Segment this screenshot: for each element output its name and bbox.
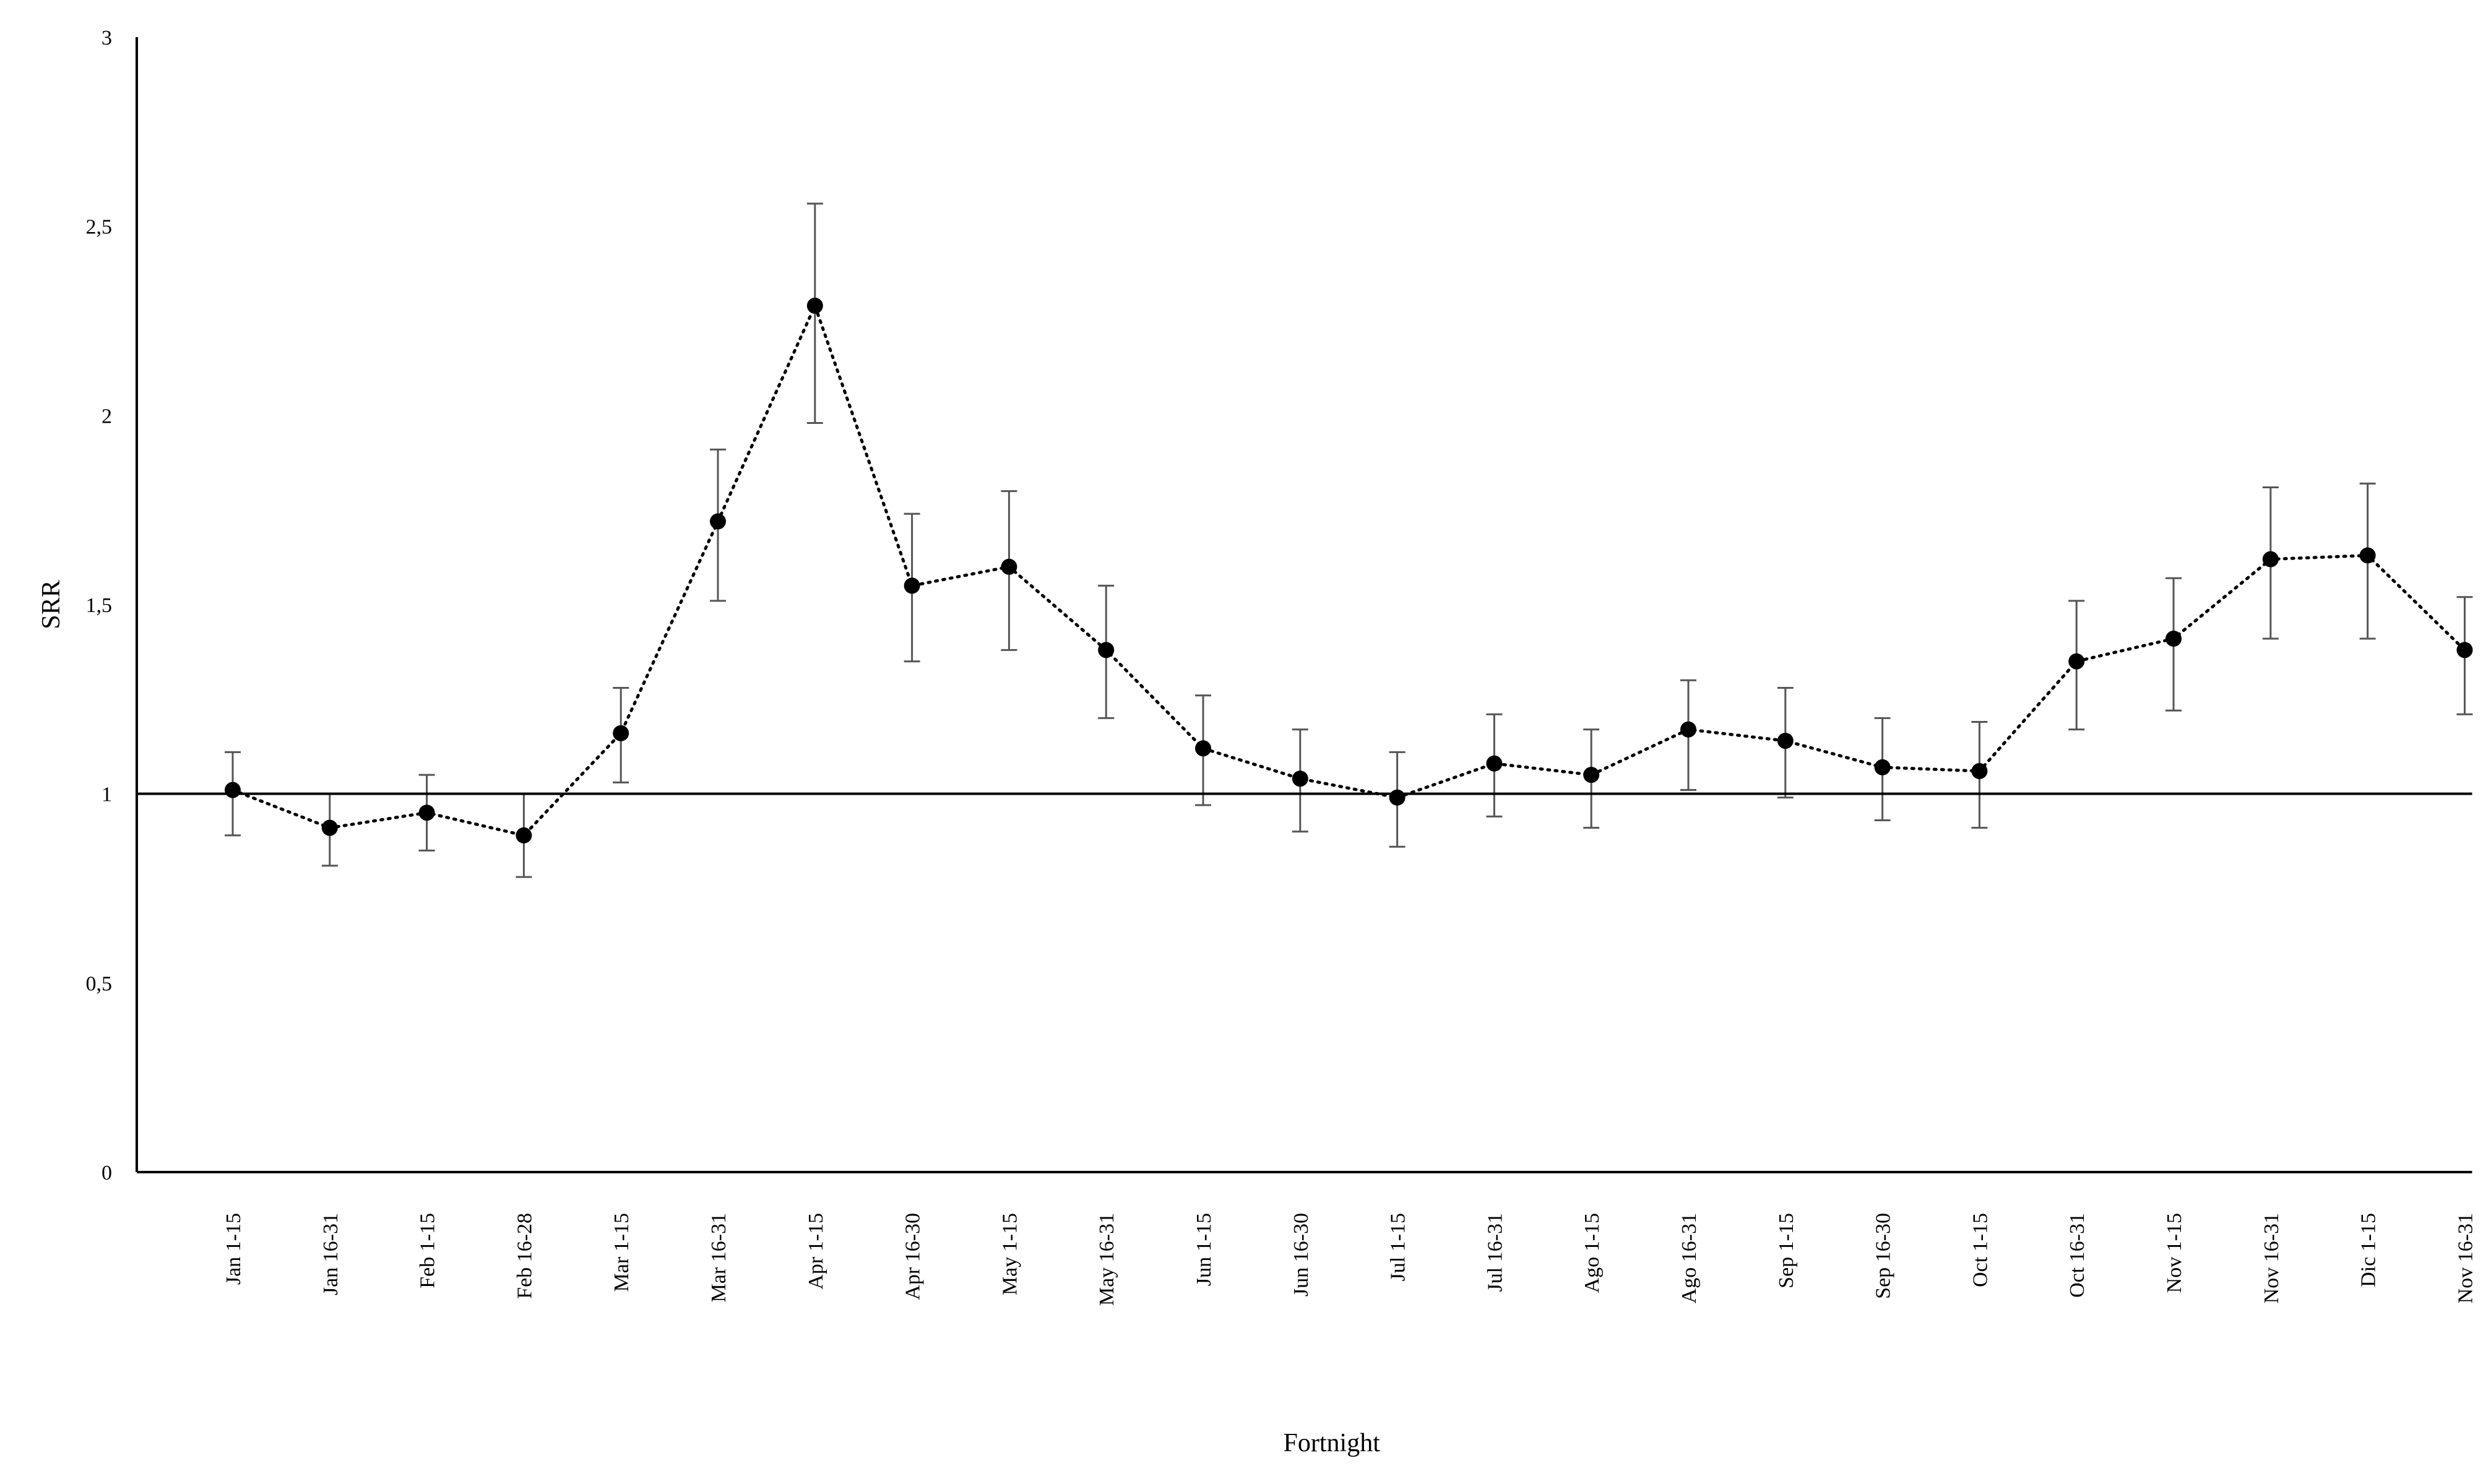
data-point bbox=[225, 782, 241, 798]
x-tick-labels: Jan 1-15 Jan 16-31 Feb 1-15 Feb 16-28 Mar 1-… bbox=[222, 1213, 2477, 1306]
data-point bbox=[1583, 767, 1600, 783]
data-point bbox=[1292, 770, 1308, 787]
data-point bbox=[1389, 789, 1406, 806]
data-point bbox=[1680, 721, 1696, 738]
y-tick-label: 1,5 bbox=[86, 594, 113, 617]
y-tick-label: 0 bbox=[101, 1162, 112, 1184]
x-tick-label: Nov 16-31 bbox=[2454, 1213, 2477, 1303]
x-tick-label: Mar 16-31 bbox=[707, 1213, 730, 1302]
y-tick-label: 2 bbox=[101, 405, 112, 428]
x-tick-label: Apr 16-30 bbox=[902, 1213, 925, 1300]
data-point bbox=[904, 577, 920, 594]
x-tick-label: May 1-15 bbox=[998, 1213, 1021, 1295]
data-point bbox=[2359, 547, 2376, 564]
x-tick-label: Apr 1-15 bbox=[805, 1213, 827, 1290]
data-point bbox=[1195, 740, 1211, 757]
data-point bbox=[2262, 551, 2279, 567]
data-point bbox=[1001, 558, 1017, 575]
y-axis-title: SRR bbox=[37, 580, 66, 629]
data-point bbox=[806, 298, 823, 314]
data-point bbox=[613, 725, 629, 741]
data-point bbox=[418, 805, 435, 821]
data-points bbox=[225, 298, 2473, 843]
data-point bbox=[1971, 762, 1988, 779]
x-tick-label: Jun 16-30 bbox=[1290, 1213, 1313, 1296]
x-axis-title: Fortnight bbox=[1284, 1429, 1381, 1457]
error-bars bbox=[225, 202, 2473, 878]
x-tick-label: Mar 1-15 bbox=[610, 1213, 633, 1292]
y-tick-label: 1 bbox=[101, 783, 112, 806]
x-tick-label: Jan 1-15 bbox=[222, 1213, 245, 1285]
x-tick-label: Feb 16-28 bbox=[513, 1213, 536, 1299]
y-tick-label: 3 bbox=[101, 27, 112, 50]
x-tick-label: Oct 16-31 bbox=[2066, 1213, 2089, 1298]
x-tick-label: Jul 1-15 bbox=[1387, 1213, 1410, 1282]
x-tick-label: Jun 1-15 bbox=[1193, 1213, 1216, 1286]
x-tick-label: Nov 16-31 bbox=[2260, 1213, 2283, 1303]
series-line bbox=[231, 301, 2466, 837]
y-tick-label: 0,5 bbox=[86, 972, 113, 995]
data-point bbox=[2456, 642, 2473, 658]
x-tick-label: Jan 16-31 bbox=[319, 1213, 342, 1295]
data-point bbox=[1098, 642, 1115, 658]
y-tick-labels: 0 0,5 1 1,5 2 2,5 3 bbox=[86, 27, 113, 1184]
data-point bbox=[516, 827, 532, 843]
x-tick-label: Ago 16-31 bbox=[1678, 1213, 1701, 1303]
data-point bbox=[1486, 755, 1503, 772]
x-tick-label: Jul 16-31 bbox=[1483, 1213, 1506, 1292]
data-point bbox=[2166, 631, 2182, 647]
data-point bbox=[710, 513, 726, 530]
data-point bbox=[2068, 653, 2085, 670]
data-point bbox=[1777, 733, 1794, 749]
x-tick-label: Sep 1-15 bbox=[1775, 1213, 1798, 1288]
x-tick-label: Nov 1-15 bbox=[2163, 1213, 2186, 1293]
x-tick-label: Dic 1-15 bbox=[2357, 1213, 2380, 1287]
x-tick-label: Sep 16-30 bbox=[1872, 1213, 1895, 1299]
x-tick-label: Oct 1-15 bbox=[1969, 1213, 1992, 1287]
x-tick-label: May 16-31 bbox=[1095, 1213, 1118, 1306]
data-point bbox=[1874, 759, 1891, 775]
x-tick-label: Ago 1-15 bbox=[1581, 1213, 1604, 1293]
data-point bbox=[321, 819, 338, 836]
x-tick-label: Feb 1-15 bbox=[417, 1213, 439, 1288]
y-tick-label: 2,5 bbox=[86, 216, 113, 239]
